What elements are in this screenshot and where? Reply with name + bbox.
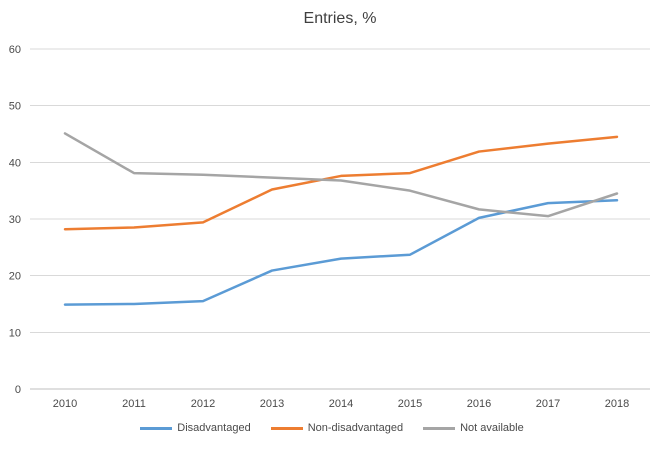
legend-line-swatch	[423, 426, 456, 430]
x-tick-label: 2011	[122, 398, 146, 410]
legend-label: Not available	[460, 422, 524, 434]
y-tick-label: 10	[9, 327, 21, 339]
y-tick-label: 30	[9, 214, 21, 226]
legend-item-not-available: Not available	[423, 422, 524, 434]
legend-label: Non-disadvantaged	[307, 422, 404, 434]
x-tick-label: 2016	[467, 398, 491, 410]
chart-title: Entries, %	[303, 10, 377, 27]
x-tick-label: 2015	[398, 398, 422, 410]
series-line-not-available	[63, 132, 619, 218]
legend: Disadvantaged Non-disadvantaged Not availa…	[0, 422, 664, 434]
y-tick-label: 60	[9, 44, 21, 56]
x-tick-label: 2012	[191, 398, 215, 410]
legend-line-swatch	[140, 426, 173, 430]
y-tick-label: 20	[9, 271, 21, 283]
legend-item-disadvantaged: Disadvantaged	[140, 422, 251, 434]
x-tick-label: 2013	[260, 398, 284, 410]
legend-item-non-disadvantaged: Non-disadvantaged	[270, 422, 404, 434]
series-line-non-disadvantaged	[63, 135, 619, 231]
x-tick-label: 2014	[329, 398, 353, 410]
x-tick-label: 2010	[53, 398, 77, 410]
x-tick-label: 2017	[536, 398, 560, 410]
legend-label: Disadvantaged	[177, 422, 251, 434]
legend-line-swatch	[270, 426, 303, 430]
y-tick-label: 50	[9, 101, 21, 113]
y-tick-label: 40	[9, 157, 21, 169]
series-line-disadvantaged	[63, 199, 619, 306]
x-tick-label: 2018	[605, 398, 629, 410]
y-tick-label: 0	[15, 384, 21, 396]
